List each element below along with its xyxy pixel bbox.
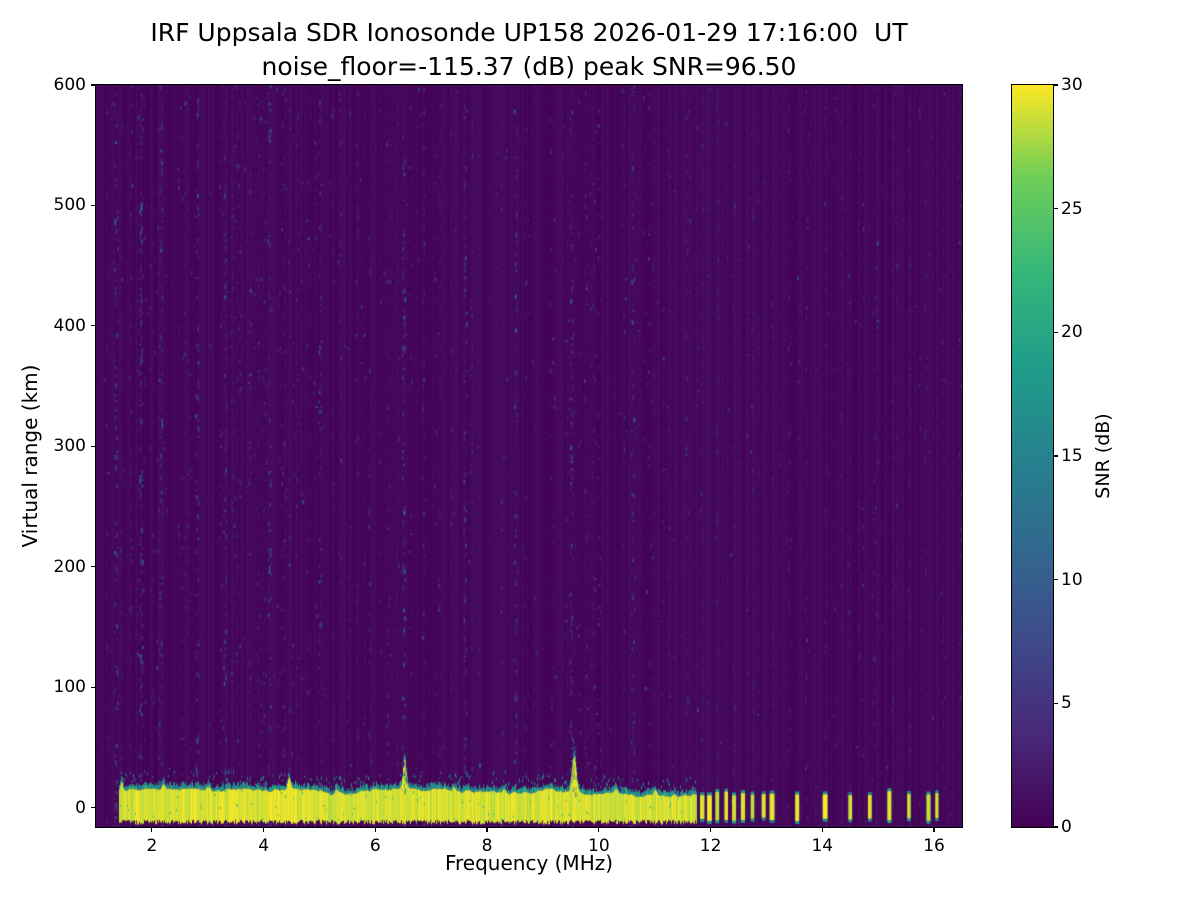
x-tick-label: 4 — [258, 836, 270, 856]
x-tick-label: 14 — [811, 836, 834, 856]
y-tick-label: 0 — [75, 797, 86, 818]
y-tick-label: 600 — [53, 75, 86, 95]
colorbar-tick-mark — [1054, 84, 1058, 86]
colorbar — [1012, 85, 1053, 827]
y-tick-label: 400 — [53, 315, 86, 336]
y-tick-mark — [91, 686, 95, 688]
heatmap-canvas — [96, 85, 962, 827]
x-axis-label: Frequency (MHz) — [444, 851, 614, 875]
colorbar-tick-label: 15 — [1061, 446, 1083, 466]
y-tick-mark — [91, 84, 95, 86]
plot-area — [96, 85, 962, 827]
x-tick-mark — [821, 828, 823, 832]
y-tick-mark — [91, 325, 95, 327]
chart-title-line1: IRF Uppsala SDR Ionosonde UP158 2026-01-… — [150, 18, 908, 47]
chart-title-line2: noise_floor=-115.37 (dB) peak SNR=96.50 — [261, 52, 797, 81]
x-tick-mark — [374, 828, 376, 832]
colorbar-tick-mark — [1054, 579, 1058, 581]
colorbar-tick-mark — [1054, 331, 1058, 333]
colorbar-tick-label: 10 — [1061, 569, 1083, 590]
y-tick-label: 500 — [53, 195, 86, 216]
x-tick-mark — [598, 828, 600, 832]
x-tick-mark — [486, 828, 488, 832]
colorbar-tick-mark — [1054, 702, 1058, 704]
x-tick-label: 10 — [588, 836, 610, 856]
y-tick-label: 200 — [53, 556, 86, 577]
x-tick-mark — [263, 828, 265, 832]
y-tick-label: 300 — [53, 436, 86, 457]
colorbar-tick-mark — [1054, 826, 1058, 828]
colorbar-canvas — [1012, 85, 1053, 827]
colorbar-tick-mark — [1054, 208, 1058, 210]
x-tick-label: 2 — [146, 836, 158, 856]
y-tick-mark — [91, 204, 95, 207]
x-tick-mark — [151, 828, 153, 832]
x-tick-label: 6 — [369, 836, 381, 856]
y-tick-label: 100 — [53, 677, 86, 698]
colorbar-tick-label: 0 — [1061, 817, 1072, 837]
x-tick-mark — [709, 828, 712, 832]
colorbar-tick-label: 5 — [1061, 693, 1072, 714]
colorbar-tick-label: 25 — [1061, 198, 1083, 219]
x-tick-label: 8 — [481, 836, 493, 856]
y-tick-mark — [91, 566, 95, 568]
x-tick-label: 16 — [923, 836, 945, 856]
y-tick-mark — [91, 807, 95, 809]
colorbar-tick-label: 30 — [1061, 75, 1083, 95]
x-tick-mark — [933, 828, 935, 832]
x-tick-label: 12 — [699, 836, 722, 856]
colorbar-tick-mark — [1054, 455, 1058, 457]
y-tick-mark — [91, 445, 95, 447]
colorbar-tick-label: 20 — [1061, 322, 1083, 343]
